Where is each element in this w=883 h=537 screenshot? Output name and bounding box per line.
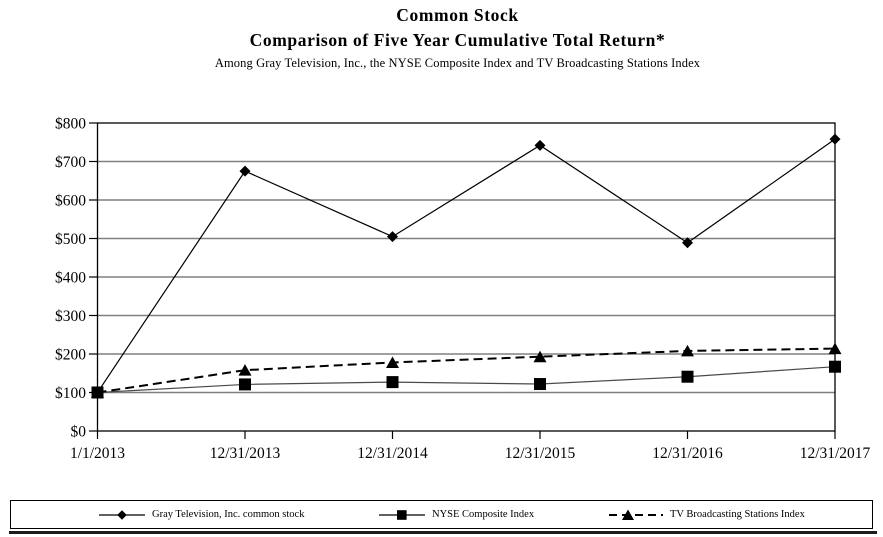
marker-triangle (681, 344, 694, 357)
legend-diamond-icon (99, 509, 145, 520)
marker-triangle (828, 342, 842, 355)
x-tick-label: 12/31/2014 (357, 445, 428, 462)
marker-square (239, 378, 251, 391)
y-tick-label: $0 (71, 424, 87, 441)
y-tick-label: $500 (55, 231, 86, 248)
marker-triangle (386, 356, 399, 368)
marker-square (386, 376, 399, 389)
series-line-triangle (97, 347, 836, 394)
y-tick-label: $100 (55, 385, 86, 402)
marker-triangle (238, 364, 252, 376)
marker-square (681, 370, 694, 383)
marker-triangle (533, 350, 547, 363)
marker-square (829, 360, 841, 373)
legend-item-tv-broadcasting: TV Broadcasting Stations Index (609, 501, 805, 528)
chart-subtitle: Among Gray Television, Inc., the NYSE Co… (214, 56, 701, 70)
legend-label-nyse-composite: NYSE Composite Index (432, 509, 535, 520)
marker-square (534, 378, 546, 391)
marker-diamond (239, 165, 251, 177)
legend-shadow-rule (9, 531, 877, 534)
series-line-diamond (97, 138, 836, 393)
marker-diamond (534, 139, 546, 151)
y-tick-label: $400 (55, 270, 86, 287)
legend-label-gray-television: Gray Television, Inc. common stock (152, 509, 305, 520)
legend-triangle-icon (609, 509, 663, 520)
marker-diamond (682, 237, 693, 249)
chart-title-block: Common Stock Comparison of Five Year Cum… (16, 3, 883, 71)
x-tick-label: 12/31/2015 (505, 445, 576, 462)
marker-diamond (829, 133, 841, 145)
marker-triangle (91, 386, 104, 398)
y-tick-label: $800 (55, 116, 86, 133)
legend-item-gray-television: Gray Television, Inc. common stock (99, 501, 304, 528)
legend-label-tv-broadcasting: TV Broadcasting Stations Index (670, 509, 805, 520)
chart-legend: Gray Television, Inc. common stock NYSE … (10, 500, 873, 529)
legend-square-icon (379, 509, 425, 520)
y-tick-label: $700 (55, 154, 86, 171)
x-tick-label: 12/31/2017 (800, 445, 871, 462)
y-tick-label: $200 (55, 347, 86, 364)
y-tick-label: $600 (55, 193, 86, 210)
x-tick-label: 1/1/2013 (70, 445, 125, 462)
chart-title-line-2: Comparison of Five Year Cumulative Total… (249, 30, 666, 50)
x-tick-label: 12/31/2016 (652, 445, 723, 462)
series-line-square (97, 366, 836, 394)
chart-title-line-1: Common Stock (396, 5, 519, 25)
legend-item-nyse-composite: NYSE Composite Index (379, 501, 534, 528)
marker-diamond (387, 231, 398, 243)
y-tick-label: $300 (55, 308, 86, 325)
x-tick-label: 12/31/2013 (210, 445, 281, 462)
